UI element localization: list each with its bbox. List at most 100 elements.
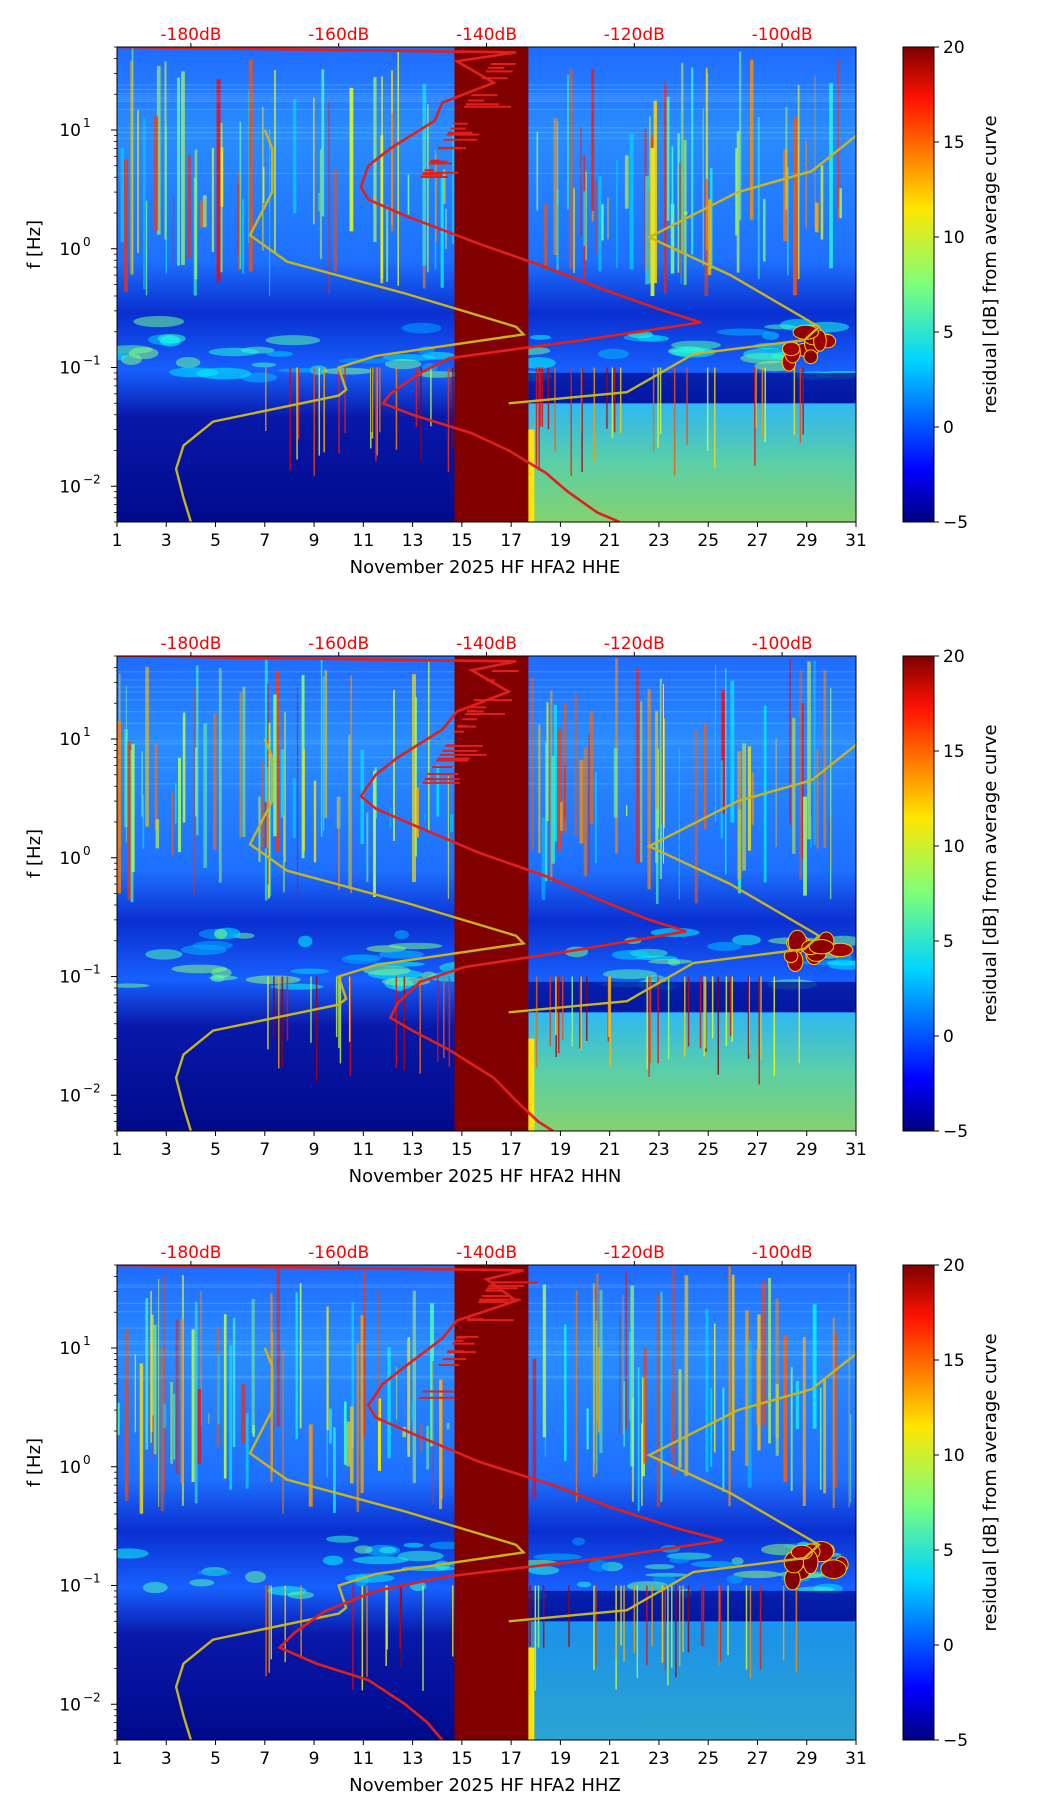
lowfreq-spike [338, 976, 340, 1049]
transient-streak [280, 749, 285, 818]
colorbar-tick-label: −5 [943, 513, 968, 533]
microseism-patch [669, 1556, 690, 1564]
transient-streak [232, 1318, 236, 1448]
lowfreq-spike [664, 1585, 666, 1671]
transient-streak [117, 721, 122, 894]
lowfreq-spike [422, 1585, 424, 1691]
x-tick-label: 1 [112, 531, 123, 551]
transient-streak [213, 713, 217, 850]
microseism-patch [716, 328, 770, 336]
transient-streak [664, 85, 667, 293]
transient-streak [155, 819, 160, 849]
low-noise-model-line [174, 1347, 527, 1740]
transient-streak [655, 710, 659, 864]
transient-streak [407, 1341, 409, 1453]
lowfreq-spike [539, 367, 541, 427]
transient-streak [564, 1324, 567, 1461]
transient-streak [541, 817, 546, 900]
lowfreq-spike [593, 367, 596, 462]
transient-streak [396, 1367, 398, 1420]
microseism-patch [602, 969, 657, 980]
lowfreq-spike [400, 1585, 402, 1668]
x-tick-label: 15 [451, 1749, 473, 1769]
transient-streak [415, 697, 417, 857]
lowfreq-spike [273, 976, 275, 1038]
transient-streak [768, 1277, 771, 1444]
microseism-patch [326, 1535, 359, 1543]
lowfreq-spike [773, 976, 776, 1077]
transient-streak [143, 118, 146, 290]
transient-streak [350, 675, 353, 894]
lowfreq-spike [529, 1585, 531, 1647]
y-tick-label: 10 [59, 359, 81, 379]
x-tick-label: 23 [648, 531, 670, 551]
transient-streak [416, 787, 419, 838]
transient-streak [797, 85, 800, 280]
transient-streak [131, 743, 135, 872]
transient-streak [775, 1298, 779, 1439]
transient-streak [588, 734, 590, 874]
transient-streak [150, 1314, 154, 1433]
lowfreq-spike [782, 1585, 785, 1661]
transient-streak [163, 1403, 167, 1428]
transient-streak [276, 1268, 280, 1427]
microseism-patch [175, 357, 201, 369]
microseism-patch [265, 335, 321, 346]
transient-streak [200, 200, 203, 228]
colorbar-tick-label: 15 [943, 742, 965, 762]
transient-streak [678, 747, 680, 900]
colorbar-tick-label: 0 [943, 1027, 954, 1047]
transient-streak [592, 1283, 595, 1477]
transient-streak [251, 1298, 255, 1434]
transient-streak [137, 110, 139, 253]
transient-streak [154, 743, 158, 831]
x-tick-label: 25 [697, 1749, 719, 1769]
transient-streak [329, 1408, 332, 1444]
microseism-patch [417, 371, 458, 378]
lowfreq-spike [793, 367, 796, 435]
x-tick-label: 31 [845, 531, 867, 551]
microseism-patch [733, 1570, 781, 1579]
lowfreq-spike [370, 367, 373, 432]
microseism-patch [667, 958, 681, 966]
lowfreq-spike [652, 367, 655, 452]
transient-streak [296, 687, 299, 904]
transient-streak [170, 1382, 173, 1464]
transient-streak [264, 660, 268, 901]
transient-streak [670, 203, 675, 274]
transient-streak [623, 1381, 625, 1447]
transient-streak [264, 801, 267, 849]
x-tick-label: 19 [550, 1749, 572, 1769]
transient-streak [656, 1293, 661, 1507]
transient-streak [180, 1318, 184, 1484]
transient-streak [158, 1278, 160, 1507]
lowfreq-spike [606, 367, 608, 429]
transient-streak [704, 179, 709, 296]
transient-streak [625, 1271, 627, 1430]
microseism-patch [644, 1564, 675, 1570]
lowfreq-spike [335, 976, 338, 1038]
transient-streak [273, 694, 277, 837]
transient-streak [392, 689, 395, 842]
transient-streak [589, 712, 594, 825]
lowfreq-spike [448, 976, 451, 1067]
microseism-patch [142, 1581, 168, 1594]
transient-streak [546, 702, 549, 822]
y-tick-label: 10 [59, 1577, 81, 1597]
lowfreq-spike [313, 367, 315, 476]
transient-streak [849, 1414, 852, 1503]
microseism-patch [298, 935, 313, 948]
transient-streak [302, 749, 305, 851]
transient-streak [823, 670, 827, 848]
transient-streak [710, 1387, 713, 1467]
lowfreq-spike [649, 976, 652, 1063]
lowfreq-spike [636, 1585, 639, 1678]
lowfreq-spike [657, 976, 659, 1064]
transient-streak [436, 764, 440, 817]
y-tick-exponent: 1 [83, 116, 91, 130]
transient-streak [848, 1272, 850, 1508]
data-gap [454, 47, 529, 522]
transient-streak [542, 1284, 547, 1438]
transient-streak [595, 1320, 598, 1474]
